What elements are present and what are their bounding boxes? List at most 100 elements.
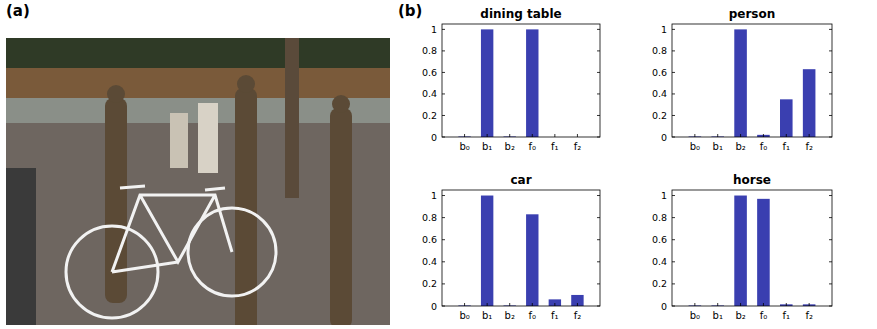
y-tick [829,195,832,196]
chart-title: car [510,173,531,187]
y-tick [829,261,832,262]
y-tick [442,261,445,262]
y-tick [672,93,675,94]
plot-area [672,24,832,137]
y-tick [442,29,445,30]
y-tick-label: 0 [431,132,437,143]
y-tick-label: 1 [661,24,667,35]
y-tick-label: 0 [661,301,667,312]
axes-frame [442,190,600,306]
y-tick [442,195,445,196]
y-tick-label: 0.4 [652,256,667,267]
figure: (a) (b) 0 0.2 0.4 0.6 0.8 1 b₀ b₁ b₂ f₀ f₁ f₂ dining t… [0,0,877,329]
bar [757,199,770,306]
axes-frame [672,24,832,137]
y-tick [442,137,445,138]
x-tick [694,134,695,137]
tree-trunk [285,38,299,198]
x-tick-label: b₂ [505,141,515,152]
y-tick [829,283,832,284]
y-tick [672,195,675,196]
y-tick [672,137,675,138]
x-tick [554,134,555,137]
y-tick [597,261,600,262]
x-tick-label: b₀ [459,141,469,152]
y-tick [597,29,600,30]
x-tick-label: f₀ [529,310,537,321]
x-tick [464,303,465,306]
y-tick-label: 0.6 [652,234,667,245]
x-tick [487,303,488,306]
y-tick [597,239,600,240]
chart-title: horse [733,173,771,187]
person [170,113,188,168]
y-tick-label: 1 [431,24,437,35]
x-tick-label: b₁ [713,141,723,152]
x-tick-label: f₂ [805,141,813,152]
y-tick-label: 0.6 [422,67,437,78]
bar [526,29,538,137]
x-tick [809,134,810,137]
axes-frame [672,190,832,306]
x-tick [740,303,741,306]
y-tick [672,50,675,51]
chart: 00.20.40.60.81b₀b₁b₂f₀f₁f₂person [652,7,832,152]
y-tick [672,29,675,30]
x-tick [809,303,810,306]
x-tick [532,303,533,306]
x-tick [786,134,787,137]
y-tick [597,72,600,73]
y-tick [829,72,832,73]
chart: 00.20.40.60.81b₀b₁b₂f₀f₁f₂horse [652,173,832,321]
bars [689,196,816,306]
statue [330,108,352,325]
bar [481,196,493,306]
chart: 00.20.40.60.81b₀b₁b₂f₀f₁f₂dining table [422,7,600,152]
x-tick [694,303,695,306]
x-tick [763,303,764,306]
y-tick-label: 0.2 [422,278,437,289]
y-tick [442,239,445,240]
bar [803,69,816,137]
y-tick [829,217,832,218]
bin [6,168,36,325]
y-tick [442,283,445,284]
y-tick [597,306,600,307]
x-tick [717,303,718,306]
x-tick-label: f₁ [783,310,791,321]
y-tick [597,195,600,196]
bars [458,196,583,306]
y-tick [597,137,600,138]
chart-title: dining table [480,7,561,21]
y-tick [829,93,832,94]
plot-area [672,190,832,306]
x-tick [487,134,488,137]
y-tick-label: 0.8 [652,45,667,56]
y-tick [442,306,445,307]
x-tick [740,134,741,137]
y-tick [829,306,832,307]
y-tick [597,115,600,116]
x-tick-label: f₂ [574,310,582,321]
bar [734,196,747,306]
x-tick-label: b₁ [713,310,723,321]
x-tick [464,134,465,137]
y-tick-label: 0.6 [422,234,437,245]
panel-label: (a) [6,2,30,20]
y-tick-label: 0.4 [422,88,437,99]
x-tick-label: b₀ [690,141,700,152]
y-tick [829,50,832,51]
photo [6,38,390,325]
y-tick-label: 0.2 [422,110,437,121]
x-tick-label: f₁ [783,141,791,152]
y-tick [672,72,675,73]
y-tick [597,50,600,51]
y-tick-label: 0.8 [422,45,437,56]
bar [549,299,561,306]
x-tick-label: b₁ [482,310,492,321]
y-tick-label: 0.8 [652,212,667,223]
x-tick [786,303,787,306]
statue-head [332,95,350,113]
panel-label: (b) [398,2,422,20]
y-tick [597,93,600,94]
